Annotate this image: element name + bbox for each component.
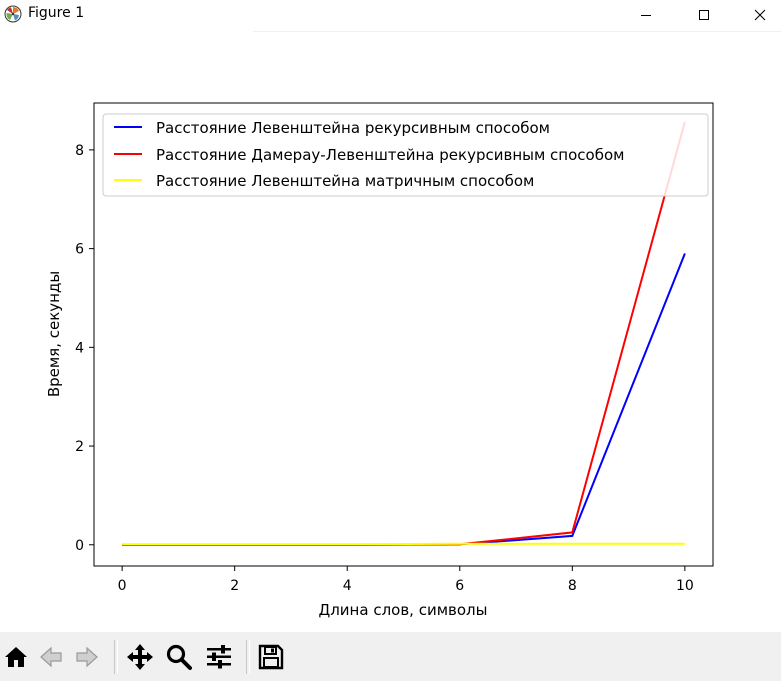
magnifier-icon [166, 644, 192, 670]
toolbar-separator [114, 640, 118, 674]
close-icon [754, 9, 766, 21]
axes-frame [93, 102, 714, 567]
title-bar-divider [253, 31, 781, 32]
legend-label-0: Расстояние Левенштейна рекурсивным спосо… [156, 119, 550, 137]
arrow-left-icon [40, 646, 62, 668]
save-button[interactable] [256, 642, 286, 672]
x-tick-label: 4 [343, 578, 352, 594]
x-tick-label: 2 [230, 578, 239, 594]
y-axis-label: Время, секунды [45, 271, 63, 397]
y-tick-label: 6 [75, 242, 84, 258]
line-chart: 0 2 4 6 8 10 0 2 4 6 8 Длина слов, символы Время, … [45, 102, 714, 619]
series-line-2 [122, 542, 685, 546]
y-tick-label: 2 [75, 439, 84, 455]
close-button[interactable] [737, 0, 781, 30]
matplotlib-logo-icon [4, 5, 22, 23]
maximize-icon [699, 10, 709, 20]
y-tick-label: 0 [75, 538, 84, 554]
y-tick-label: 4 [75, 340, 84, 356]
minimize-icon [641, 15, 651, 16]
legend: Расстояние Левенштейна рекурсивным спосо… [102, 113, 709, 197]
zoom-button[interactable] [164, 642, 194, 672]
y-tick-label: 8 [75, 143, 84, 159]
x-tick-label: 8 [568, 578, 577, 594]
floppy-disk-icon [258, 644, 284, 670]
navigation-toolbar [0, 632, 781, 681]
title-bar[interactable]: Figure 1 [0, 0, 781, 30]
pan-button[interactable] [125, 642, 155, 672]
figure-canvas[interactable]: 0 2 4 6 8 10 0 2 4 6 8 Длина слов, символы Время, … [0, 34, 781, 632]
sliders-icon [207, 645, 231, 669]
series-layer [122, 121, 686, 546]
window-title: Figure 1 [28, 5, 85, 21]
series-line-0 [122, 253, 686, 546]
legend-box [102, 113, 709, 197]
home-button[interactable] [1, 642, 31, 672]
minimize-button[interactable] [623, 0, 669, 30]
legend-label-2: Расстояние Левенштейна матричным способо… [156, 172, 534, 190]
home-icon [5, 647, 27, 667]
x-axis-label: Длина слов, символы [319, 601, 488, 619]
legend-label-1: Расстояние Дамерау-Левенштейна рекурсивн… [156, 146, 624, 164]
x-tick-label: 0 [118, 578, 127, 594]
maximize-button[interactable] [681, 0, 727, 30]
back-button[interactable] [36, 642, 66, 672]
forward-button[interactable] [72, 642, 102, 672]
x-tick-label: 10 [676, 578, 694, 594]
configure-subplots-button[interactable] [204, 642, 234, 672]
move-icon [127, 644, 153, 670]
arrow-right-icon [76, 646, 98, 668]
x-tick-label: 6 [455, 578, 464, 594]
toolbar-separator [246, 640, 250, 674]
ticks-layer: 0 2 4 6 8 10 0 2 4 6 8 [75, 143, 694, 594]
